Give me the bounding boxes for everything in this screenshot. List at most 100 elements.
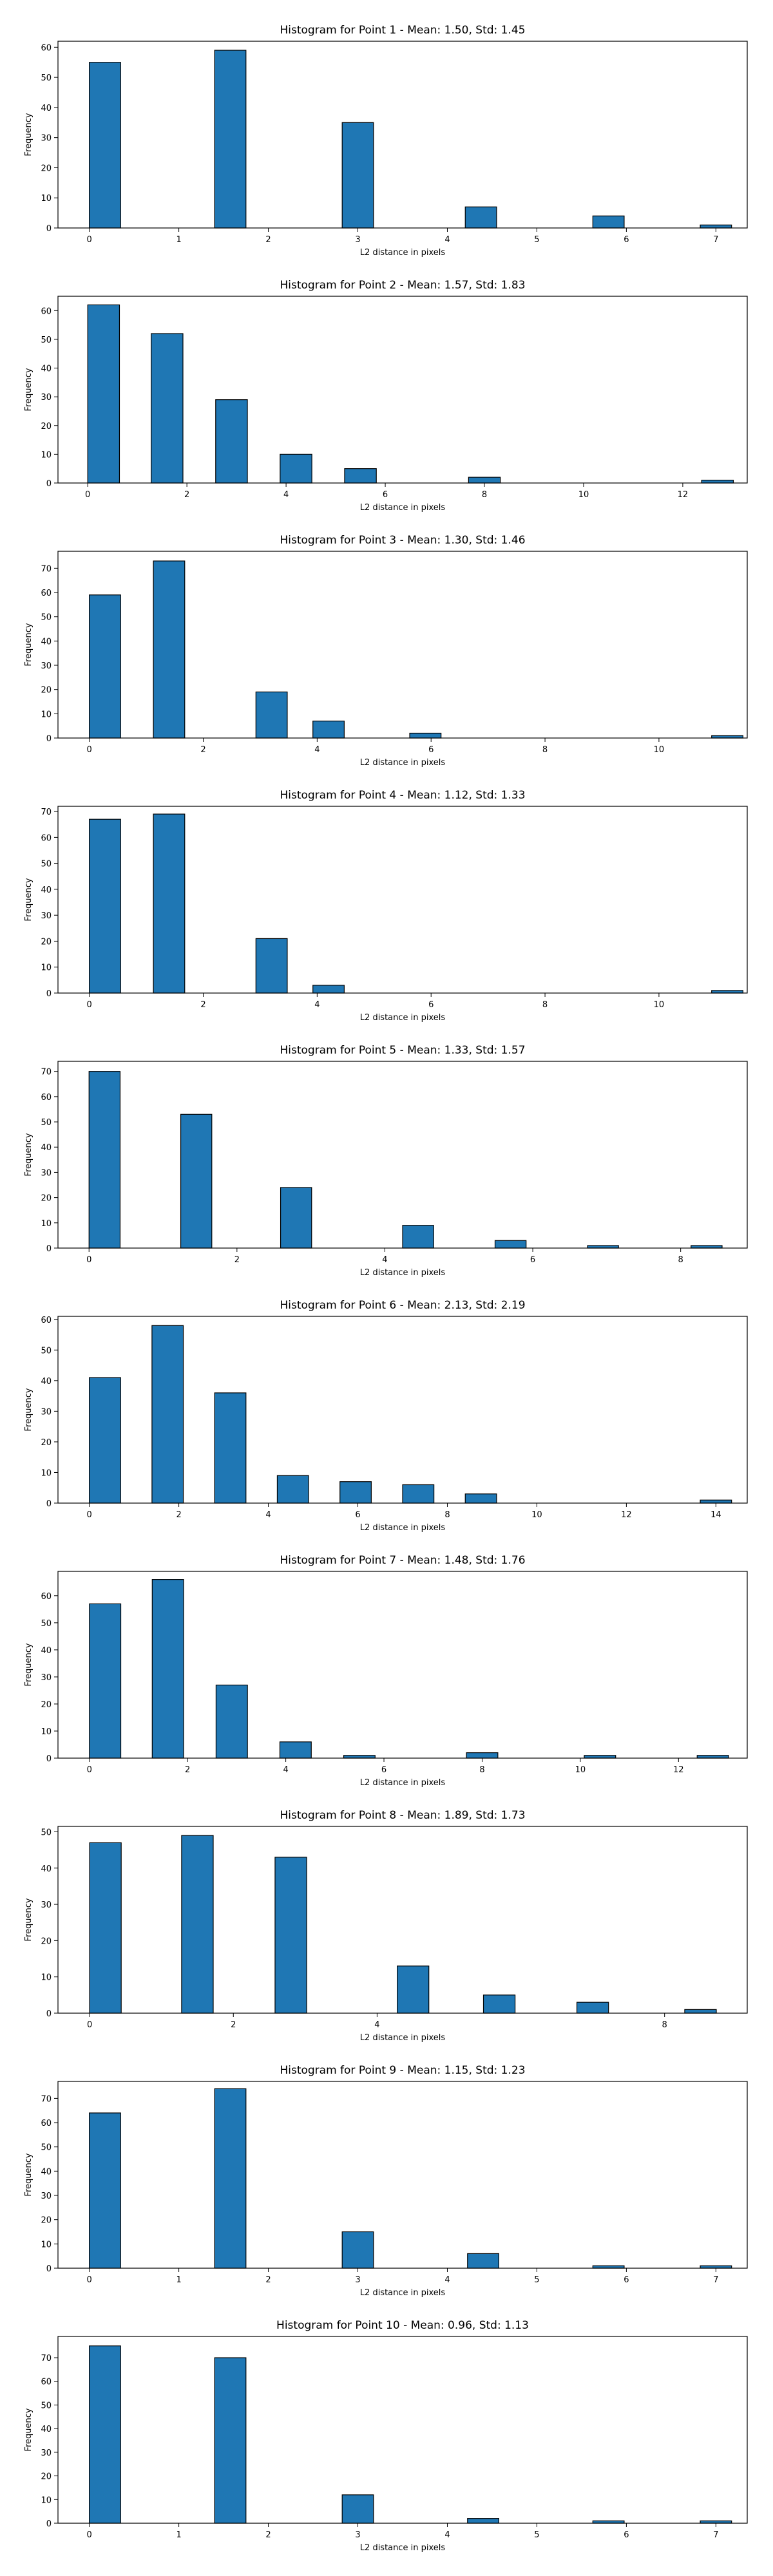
y-tick-label: 20 [41,164,52,173]
x-tick-label: 3 [355,2530,360,2540]
histogram-bar [89,2345,121,2524]
y-tick-label: 40 [41,365,52,374]
histogram-panel-8: Histogram for Point 8 - Mean: 1.89, Std:… [24,1809,748,2043]
histogram-bar [467,2253,499,2269]
chart-title: Histogram for Point 1 - Mean: 1.50, Std:… [280,24,525,37]
y-tick-label: 30 [41,393,52,402]
histogram-bar [344,468,377,484]
y-axis-label: Frequency [24,1388,33,1431]
y-tick-label: 10 [41,1219,52,1229]
x-tick-label: 4 [314,1000,320,1010]
y-tick-label: 40 [41,2167,52,2177]
histogram-bar [276,1475,309,1504]
x-tick-label: 4 [283,1765,288,1775]
x-tick-label: 4 [444,2275,450,2285]
x-tick-label: 6 [428,1000,434,1010]
y-tick-label: 0 [46,224,52,234]
y-tick-label: 10 [41,1727,52,1737]
x-tick-label: 2 [184,490,189,500]
y-tick-label: 10 [41,2496,52,2505]
y-tick-label: 50 [41,613,52,623]
y-axis-label: Frequency [24,2408,33,2451]
histogram-bar [466,1752,499,1759]
y-tick-label: 40 [41,1377,52,1387]
histogram-bar [255,938,288,994]
histogram-bar [214,50,247,229]
y-tick-label: 10 [41,963,52,973]
histogram-bar [89,594,121,739]
histogram-bar [274,1857,307,2014]
histogram-bar [214,1392,247,1504]
histogram-bar [89,1603,122,1759]
x-tick-label: 2 [265,2275,271,2285]
x-tick-label: 6 [624,2530,629,2540]
y-tick-label: 0 [46,734,52,744]
histogram-bar [181,1835,214,2014]
chart-title: Histogram for Point 4 - Mean: 1.12, Std:… [280,789,525,802]
x-axis-label: L2 distance in pixels [360,758,446,768]
x-tick-label: 6 [624,2275,629,2285]
chart-title: Histogram for Point 7 - Mean: 1.48, Std:… [280,1554,525,1567]
y-axis-label: Frequency [24,878,33,921]
y-tick-label: 30 [41,134,52,144]
x-axis-label: L2 distance in pixels [360,2033,446,2043]
y-tick-label: 70 [41,564,52,574]
y-tick-label: 0 [46,2264,52,2274]
histogram-bar [468,477,501,484]
histogram-bar [700,1499,732,1504]
histogram-bar [89,1842,122,2014]
histogram-bar [701,479,734,484]
plot-frame [57,551,748,739]
chart-title: Histogram for Point 6 - Mean: 2.13, Std:… [280,1299,525,1312]
x-tick-label: 0 [87,2020,92,2030]
y-tick-label: 50 [41,336,52,345]
y-tick-label: 50 [41,1619,52,1629]
x-tick-label: 8 [662,2020,667,2030]
y-tick-label: 0 [46,1244,52,1254]
x-tick-label: 1 [176,235,181,245]
histogram-bar [312,985,345,994]
x-tick-label: 12 [678,490,689,500]
histogram-bar [700,224,732,229]
x-axis-label: L2 distance in pixels [360,1778,446,1788]
y-tick-label: 50 [41,1118,52,1128]
y-tick-label: 30 [41,1168,52,1178]
x-tick-label: 2 [231,2020,236,2030]
x-tick-label: 2 [176,1510,181,1520]
y-axis-label: Frequency [24,1643,33,1686]
y-axis-label: Frequency [24,368,33,411]
y-tick-label: 60 [41,2378,52,2387]
y-tick-label: 10 [41,1468,52,1478]
histogram-panel-4: Histogram for Point 4 - Mean: 1.12, Std:… [24,789,748,1023]
histogram-bar [467,2518,499,2524]
x-tick-label: 0 [86,235,91,245]
y-tick-label: 30 [41,1673,52,1683]
x-tick-label: 3 [355,235,360,245]
histogram-panel-9: Histogram for Point 9 - Mean: 1.15, Std:… [24,2064,748,2298]
y-tick-label: 0 [46,1499,52,1509]
histogram-bar [409,732,442,739]
histogram-bar [592,215,625,229]
x-tick-label: 2 [265,2530,271,2540]
histogram-bar [711,990,743,994]
histogram-panel-1: Histogram for Point 1 - Mean: 1.50, Std:… [24,24,748,258]
x-axis-label: L2 distance in pixels [360,248,446,258]
y-tick-label: 40 [41,637,52,647]
histogram-bar [584,1755,616,1759]
x-tick-label: 14 [711,1510,721,1520]
x-tick-label: 7 [713,2275,718,2285]
x-axis-label: L2 distance in pixels [360,1268,446,1278]
y-tick-label: 40 [41,104,52,113]
histogram-bar [279,1741,312,1759]
x-tick-label: 4 [444,2530,450,2540]
x-tick-label: 0 [86,2530,91,2540]
y-tick-label: 20 [41,1937,52,1946]
x-tick-label: 8 [542,1000,548,1010]
y-tick-label: 40 [41,1646,52,1656]
y-tick-label: 20 [41,422,52,431]
plot-frame [57,1316,748,1504]
x-tick-label: 0 [86,1000,91,1010]
y-axis-label: Frequency [24,1898,33,1941]
x-tick-label: 4 [444,235,450,245]
